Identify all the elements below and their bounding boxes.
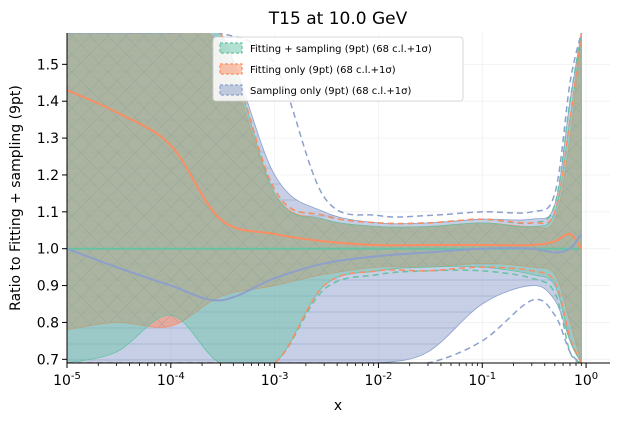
uncertainty-bands [67, 33, 582, 363]
y-tick-label: 1.4 [37, 94, 59, 110]
central-line-series-2 [67, 233, 583, 302]
legend-label-series-2: Sampling only (9pt) (68 c.l.+1σ) [250, 86, 411, 97]
legend-label-series-1: Fitting only (9pt) (68 c.l.+1σ) [250, 65, 396, 76]
sigma-upper-series-0 [67, 33, 583, 225]
sigma-lower-series-0 [67, 269, 582, 363]
legend-swatch-series-2 [219, 84, 243, 96]
x-tick-label: 10-3 [261, 371, 289, 389]
y-tick-label: 1.3 [37, 131, 59, 147]
y-tick-label: 0.7 [37, 352, 59, 368]
legend-swatch-series-0 [219, 42, 243, 54]
legend-swatch-series-1 [219, 63, 243, 75]
y-tick-label: 0.9 [37, 279, 59, 295]
chart-title: T15 at 10.0 GeV [268, 9, 408, 29]
y-tick-label: 1.2 [37, 168, 59, 184]
x-tick-label: 10-1 [468, 371, 496, 389]
y-tick-label: 0.8 [37, 315, 59, 331]
y-tick-label: 1.5 [37, 57, 59, 73]
sigma-upper-series-1 [67, 33, 583, 225]
x-tick-label: 10-5 [53, 371, 81, 389]
x-ticks: 10-5 10-4 10-3 10-2 10-1 100 [53, 363, 598, 389]
legend-label-series-0: Fitting + sampling (9pt) (68 c.l.+1σ) [250, 44, 432, 55]
band-hatch-series-1 [67, 33, 582, 363]
axes [66, 33, 610, 364]
sigma-upper-series-2 [67, 33, 583, 218]
central-line-series-1 [67, 89, 583, 250]
legend-box [212, 36, 464, 102]
y-axis-label: Ratio to Fitting + sampling (9pt) [8, 85, 24, 311]
series-lines [67, 33, 583, 363]
x-tick-label: 100 [574, 371, 598, 389]
x-axis-label: x [334, 398, 342, 414]
sigma-lower-series-2 [67, 298, 582, 363]
x-tick-label: 10-2 [365, 371, 393, 389]
legend: Fitting + sampling (9pt) (68 c.l.+1σ) Fit… [212, 36, 464, 102]
y-tick-label: 1.0 [37, 242, 59, 258]
y-tick-label: 1.1 [37, 205, 59, 221]
y-ticks: 0.7 0.8 0.9 1.0 1.1 1.2 1.3 1.4 1.5 [37, 57, 67, 368]
x-tick-label: 10-4 [157, 371, 185, 389]
